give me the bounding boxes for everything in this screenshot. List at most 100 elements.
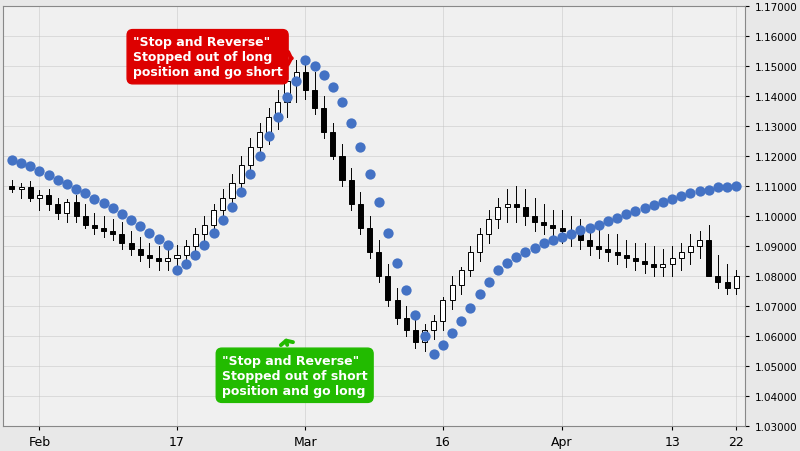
Point [271,114,284,121]
Point [730,183,742,190]
Bar [734,276,738,289]
Bar [440,300,446,322]
Bar [65,203,70,213]
Point [528,244,541,252]
Point [234,189,247,196]
Point [702,187,715,194]
Point [354,144,366,151]
Point [647,202,660,209]
Point [602,218,614,226]
Point [281,95,294,102]
Point [382,230,394,237]
Point [372,199,385,207]
Point [180,261,193,268]
Point [455,318,468,325]
Point [88,196,101,203]
Bar [330,133,335,156]
Point [565,231,578,238]
Bar [110,231,115,235]
Point [409,312,422,319]
Bar [404,318,409,331]
Bar [468,253,473,271]
Bar [37,196,42,198]
Point [390,259,403,267]
Point [326,84,339,91]
Bar [651,264,656,267]
Bar [542,222,546,226]
Point [501,259,514,267]
Point [170,267,183,274]
Point [42,172,55,179]
Point [125,217,138,225]
Bar [678,253,684,258]
Bar [505,204,510,207]
Bar [523,207,528,216]
Bar [101,229,106,231]
Bar [230,184,234,198]
Point [308,63,321,70]
Point [482,279,495,286]
Bar [559,229,565,231]
Bar [275,103,280,118]
Point [198,241,211,249]
Bar [156,258,161,262]
Bar [450,285,454,300]
Bar [138,249,143,255]
Point [666,196,678,203]
Point [491,267,504,274]
Bar [697,240,702,246]
Point [70,186,82,193]
Point [638,204,651,212]
Point [437,342,450,349]
Bar [211,211,216,226]
Point [711,184,724,192]
Bar [303,73,308,91]
Bar [257,133,262,147]
Bar [550,226,555,229]
Point [345,120,358,127]
Point [115,212,128,219]
Bar [596,246,602,249]
Bar [166,258,170,262]
Point [446,330,458,337]
Point [244,171,257,178]
Bar [642,262,647,264]
Bar [92,226,97,229]
Point [400,286,413,294]
Point [464,304,477,312]
Point [162,241,174,249]
Bar [248,147,253,166]
Bar [220,198,226,211]
Point [51,177,64,184]
Point [694,189,706,196]
Bar [477,235,482,253]
Point [189,252,202,259]
Bar [688,246,693,253]
Point [610,215,623,222]
Bar [624,255,629,258]
Point [106,205,119,212]
Bar [376,253,382,276]
Point [79,190,92,198]
Point [473,291,486,298]
Bar [202,226,207,235]
Text: "Stop and Reverse"
Stopped out of short
position and go long: "Stop and Reverse" Stopped out of short … [222,341,367,397]
Bar [495,207,501,220]
Bar [82,216,88,226]
Bar [18,188,24,189]
Bar [587,240,592,246]
Point [538,240,550,247]
Bar [413,331,418,342]
Point [519,249,532,256]
Point [546,237,559,244]
Bar [569,231,574,235]
Bar [184,246,189,255]
Bar [312,91,317,109]
Point [427,351,440,358]
Bar [606,249,610,253]
Point [675,193,688,200]
Bar [367,229,372,253]
Point [134,223,146,230]
Point [418,333,431,340]
Point [592,222,605,229]
